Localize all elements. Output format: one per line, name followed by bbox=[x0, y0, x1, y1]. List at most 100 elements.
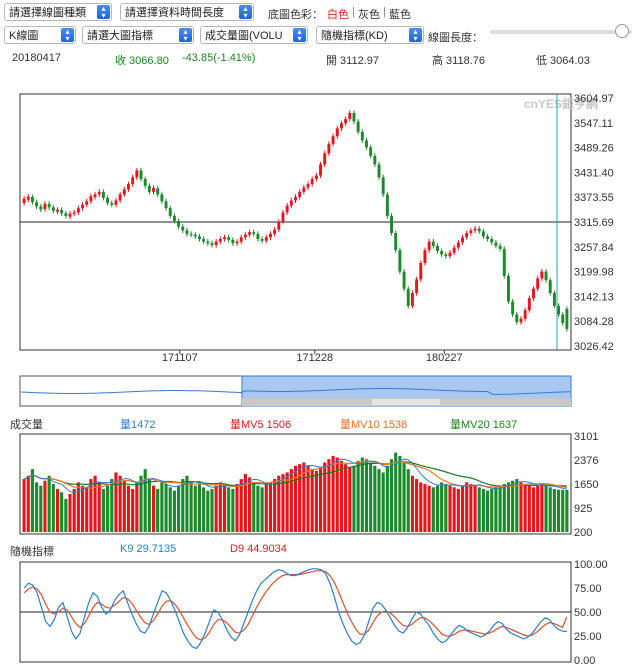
kd-y-tick-label: 100.00 bbox=[574, 559, 608, 571]
volume-bar bbox=[256, 485, 260, 532]
volume-bar bbox=[177, 485, 181, 532]
bg-color-white[interactable]: 白色 bbox=[327, 9, 349, 21]
candle bbox=[465, 230, 469, 240]
candle bbox=[101, 189, 105, 201]
volume-bar bbox=[352, 465, 356, 532]
candle bbox=[51, 204, 55, 214]
volume-bar bbox=[314, 470, 318, 532]
volume-mv20: 量MV20 1637 bbox=[450, 419, 518, 431]
candle bbox=[431, 239, 435, 249]
volume-bar bbox=[419, 482, 423, 532]
candle bbox=[436, 243, 439, 254]
candle bbox=[243, 232, 247, 240]
candle bbox=[448, 250, 452, 259]
watermark: cnYES鉅亨網 bbox=[524, 96, 598, 111]
candle bbox=[377, 161, 381, 180]
chevron-updown-icon: ▴ ▾ bbox=[179, 28, 192, 43]
volume-bar bbox=[415, 479, 419, 532]
candle bbox=[64, 210, 68, 219]
candle bbox=[339, 120, 343, 131]
candle bbox=[523, 307, 527, 322]
volume-bar bbox=[544, 485, 548, 532]
volume-bar bbox=[168, 487, 172, 532]
candle bbox=[469, 227, 473, 236]
volume-bar bbox=[473, 485, 477, 532]
volume-bar bbox=[335, 457, 339, 532]
bg-color-blue[interactable]: 藍色 bbox=[389, 9, 411, 21]
kline-select[interactable]: K線圖 ▴ ▾ bbox=[4, 26, 76, 44]
volume-bar bbox=[47, 475, 51, 532]
volume-bar bbox=[469, 484, 473, 532]
main-indicator-select[interactable]: 請選大圖指標 ▴ ▾ bbox=[82, 26, 194, 44]
stochastic-select[interactable]: 隨機指標(KD) ▴ ▾ bbox=[316, 26, 424, 44]
bg-color-label: 底圖色彩： bbox=[268, 9, 323, 21]
volume-bar bbox=[486, 490, 490, 532]
volume-bar bbox=[139, 475, 143, 532]
volume-select-label: 成交量圖(VOLU bbox=[205, 30, 283, 42]
candle bbox=[156, 185, 160, 198]
navigator-line bbox=[20, 388, 571, 396]
candle bbox=[68, 211, 72, 220]
candle bbox=[561, 311, 565, 326]
volume-bar bbox=[498, 485, 502, 532]
slider-thumb[interactable] bbox=[615, 24, 630, 38]
volume-bar bbox=[515, 479, 519, 532]
candle bbox=[498, 243, 502, 252]
candle bbox=[248, 229, 252, 238]
volume-select[interactable]: 成交量圖(VOLU ▴ ▾ bbox=[200, 26, 308, 44]
candle bbox=[260, 236, 264, 244]
candle bbox=[502, 246, 506, 279]
candle bbox=[60, 207, 64, 216]
candle bbox=[22, 196, 26, 206]
candle bbox=[385, 191, 389, 219]
x-tick-label: 171228 bbox=[296, 352, 333, 364]
line-type-select-label: 請選擇線圖種類 bbox=[9, 7, 86, 19]
volume-bar bbox=[452, 487, 456, 532]
volume-bar bbox=[431, 487, 435, 532]
overview-navigator[interactable] bbox=[0, 372, 639, 410]
candlestick-chart[interactable]: cnYES鉅亨網 3604.97 3547.11 3489.26 3431.40 337… bbox=[0, 80, 639, 370]
volume-bar bbox=[348, 467, 352, 532]
candle bbox=[122, 186, 126, 198]
volume-bar bbox=[252, 482, 256, 532]
volume-bar bbox=[527, 485, 531, 532]
time-length-select-label: 請選擇資料時間長度 bbox=[125, 7, 224, 19]
candle bbox=[294, 194, 297, 204]
candle bbox=[72, 209, 76, 217]
candle bbox=[131, 174, 135, 187]
candle bbox=[177, 218, 181, 230]
candle bbox=[302, 185, 306, 195]
volume-bar bbox=[43, 480, 47, 532]
volume-bar bbox=[101, 488, 105, 532]
y-tick-label: 3547.11 bbox=[574, 118, 613, 130]
volume-bar bbox=[143, 469, 147, 532]
bg-color-gray[interactable]: 灰色 bbox=[358, 9, 380, 21]
volume-bar bbox=[402, 462, 406, 532]
candle bbox=[440, 248, 444, 258]
volume-bar bbox=[160, 482, 164, 532]
d9-line bbox=[23, 570, 568, 641]
candle bbox=[306, 181, 310, 191]
line-type-select[interactable]: 請選擇線圖種類 ▴ ▾ bbox=[4, 3, 112, 21]
chevron-updown-icon: ▴ ▾ bbox=[97, 5, 110, 20]
volume-bar bbox=[156, 488, 160, 532]
kd-chart[interactable]: 100.00 75.00 50.00 25.00 0.00 bbox=[0, 556, 639, 668]
candle bbox=[552, 290, 556, 309]
time-length-select[interactable]: 請選擇資料時間長度 ▴ ▾ bbox=[120, 3, 254, 21]
candle bbox=[390, 213, 393, 236]
volume-bar bbox=[360, 457, 364, 532]
volume-bar bbox=[122, 480, 126, 532]
volume-bar bbox=[39, 485, 43, 532]
line-length-slider[interactable] bbox=[490, 30, 632, 34]
candle bbox=[81, 202, 85, 211]
volume-bar bbox=[268, 482, 273, 532]
candle bbox=[89, 193, 93, 204]
candle bbox=[506, 273, 510, 305]
candle bbox=[273, 227, 277, 237]
candle bbox=[427, 239, 431, 253]
candle bbox=[268, 231, 272, 240]
candle bbox=[490, 236, 494, 246]
x-tick-label: 180227 bbox=[426, 352, 463, 364]
volume-chart[interactable]: 3101 2376 1650 925 200 bbox=[0, 430, 639, 540]
candle bbox=[327, 141, 331, 156]
